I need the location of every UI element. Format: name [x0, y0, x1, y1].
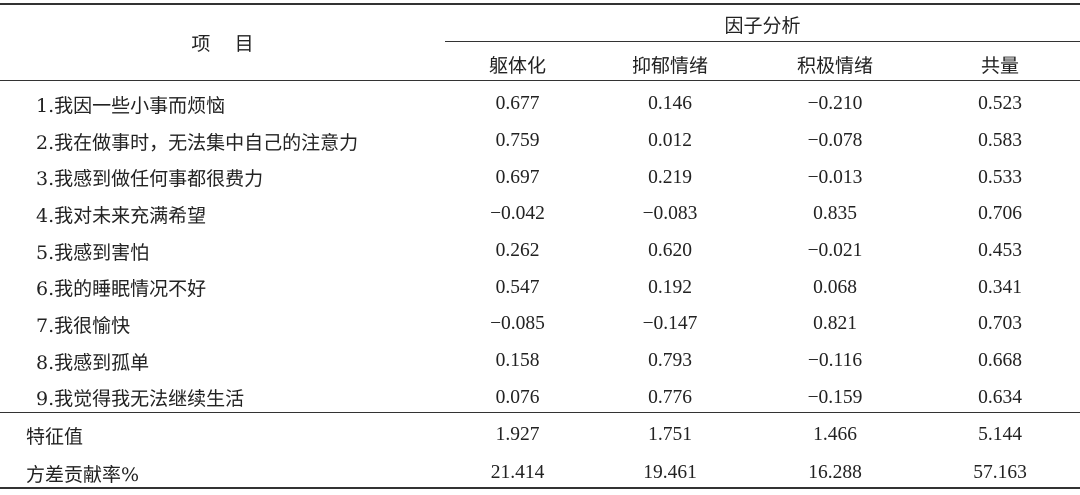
cell-value: −0.042 [490, 203, 545, 225]
cell-value: 0.835 [813, 203, 857, 225]
cell-value: 0.219 [648, 166, 692, 188]
cell-value: −0.147 [642, 313, 698, 335]
summary-row-variance: 方差贡献率% 21.414 19.461 16.288 57.163 [0, 454, 1080, 492]
row-label: 6.我的睡眠情况不好 [36, 278, 207, 301]
table-row: 3.我感到做任何事都很费力 0.697 0.219 −0.013 0.533 [0, 159, 1080, 196]
cell-value: 0.341 [978, 276, 1022, 298]
table-row: 4.我对未来充满希望 −0.042 −0.083 0.835 0.706 [0, 196, 1080, 233]
cell-value: 0.634 [978, 386, 1022, 408]
table-row: 5.我感到害怕 0.262 0.620 −0.021 0.453 [0, 233, 1080, 270]
cell-value: 0.620 [648, 240, 692, 262]
summary-label: 方差贡献率% [26, 463, 140, 486]
cell-value: 0.158 [495, 350, 540, 372]
cell-value: 0.668 [978, 350, 1022, 372]
cell-value: 0.533 [978, 166, 1022, 188]
col-header-depression: 抑郁情绪 [631, 54, 708, 77]
cell-value: 21.414 [490, 462, 545, 484]
row-label: 3.我感到做任何事都很费力 [36, 168, 264, 191]
cell-value: 0.677 [495, 93, 540, 115]
cell-value: 0.262 [495, 240, 540, 262]
cell-value: 0.697 [495, 166, 540, 188]
group-underline [445, 41, 1080, 42]
summary-row-eigenvalue: 特征值 1.927 1.751 1.466 5.144 [0, 416, 1080, 454]
cell-value: 0.583 [978, 130, 1022, 152]
cell-value: 0.793 [648, 350, 692, 372]
row-label: 1.我因一些小事而烦恼 [36, 94, 226, 117]
cell-value: 1.466 [813, 424, 857, 446]
cell-value: 16.288 [808, 462, 862, 484]
row-label: 7.我很愉快 [36, 314, 131, 337]
col-header-communality: 共量 [981, 54, 1020, 77]
col-header-somatization: 躯体化 [488, 54, 546, 77]
cell-value: 1.927 [495, 424, 540, 446]
cell-value: 0.776 [648, 386, 692, 408]
header-bottom-rule [0, 80, 1080, 81]
row-label: 5.我感到害怕 [36, 241, 150, 264]
cell-value: 0.706 [978, 203, 1022, 225]
row-label: 9.我觉得我无法继续生活 [36, 388, 245, 411]
cell-value: 0.547 [495, 276, 540, 298]
item-column-header: 项 目 [191, 33, 254, 55]
cell-value: −0.083 [642, 203, 698, 225]
table-row: 7.我很愉快 −0.085 −0.147 0.821 0.703 [0, 306, 1080, 343]
table-row: 1.我因一些小事而烦恼 0.677 0.146 −0.210 0.523 [0, 84, 1080, 123]
table-row: 9.我觉得我无法继续生活 0.076 0.776 −0.159 0.634 [0, 380, 1080, 417]
summary-label: 特征值 [26, 425, 84, 448]
col-header-positive: 积极情绪 [796, 54, 873, 77]
table-row: 6.我的睡眠情况不好 0.547 0.192 0.068 0.341 [0, 269, 1080, 306]
cell-value: −0.021 [807, 240, 863, 262]
cell-value: 0.523 [978, 93, 1022, 115]
cell-value: 0.146 [648, 93, 692, 115]
factor-analysis-table: 项 目 因子分析 躯体化 抑郁情绪 积极情绪 共量 1.我因一些小事而烦恼 0.… [0, 5, 1080, 492]
row-label: 4.我对未来充满希望 [36, 204, 207, 227]
table-row: 2.我在做事时，无法集中自己的注意力 0.759 0.012 −0.078 0.… [0, 123, 1080, 160]
top-rule [0, 3, 1080, 5]
cell-value: 0.759 [495, 130, 540, 152]
cell-value: −0.013 [807, 166, 863, 188]
cell-value: −0.085 [490, 313, 545, 335]
cell-value: 0.821 [813, 313, 857, 335]
cell-value: 0.012 [648, 130, 692, 152]
row-label: 2.我在做事时，无法集中自己的注意力 [36, 131, 359, 154]
factor-group-header: 因子分析 [724, 15, 801, 37]
bottom-rule [0, 487, 1080, 489]
cell-value: 0.076 [495, 386, 540, 408]
row-label: 8.我感到孤单 [36, 351, 150, 374]
cell-value: 0.453 [978, 240, 1022, 262]
cell-value: 0.703 [978, 313, 1022, 335]
cell-value: −0.210 [807, 93, 863, 115]
cell-value: −0.116 [807, 350, 863, 372]
cell-value: 0.192 [648, 276, 692, 298]
cell-value: 1.751 [648, 424, 692, 446]
table-row: 8.我感到孤单 0.158 0.793 −0.116 0.668 [0, 343, 1080, 380]
cell-value: 19.461 [643, 462, 697, 484]
cell-value: 0.068 [813, 276, 857, 298]
cell-value: 57.163 [973, 462, 1027, 484]
cell-value: −0.159 [807, 386, 863, 408]
cell-value: −0.078 [807, 130, 863, 152]
cell-value: 5.144 [978, 424, 1022, 446]
summary-divider-rule [0, 412, 1080, 413]
